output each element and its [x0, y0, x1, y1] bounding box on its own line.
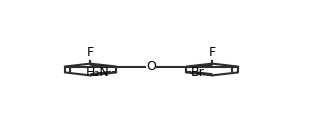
- Text: H₂N: H₂N: [86, 66, 110, 79]
- Text: Br: Br: [191, 66, 205, 79]
- Text: O: O: [146, 60, 156, 73]
- Text: F: F: [87, 46, 94, 59]
- Text: F: F: [209, 46, 216, 59]
